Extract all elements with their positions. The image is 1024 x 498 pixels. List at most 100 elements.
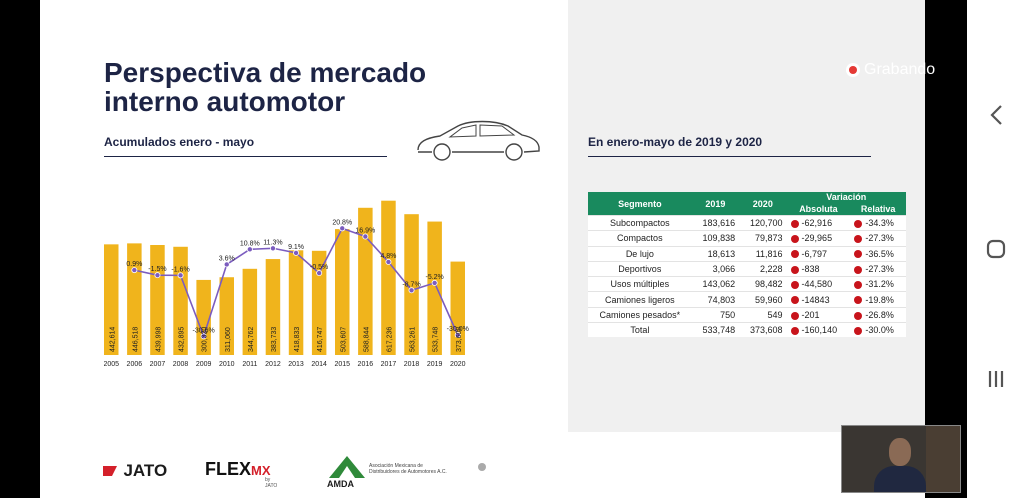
- cell-absoluta: -14843: [786, 291, 851, 308]
- growth-point: [131, 267, 138, 274]
- cell-2019: 74,803: [691, 291, 740, 308]
- webcam-feed[interactable]: [841, 425, 961, 493]
- growth-point: [454, 331, 461, 338]
- growth-label: 20.8%: [332, 219, 352, 226]
- negative-dot-icon: [854, 235, 863, 244]
- cell-2019: 183,616: [691, 214, 740, 231]
- bar-value-label: 446,518: [132, 327, 139, 352]
- year-tick-label: 2008: [173, 361, 189, 368]
- cell-absoluta: -62,916: [786, 214, 851, 231]
- year-tick-label: 2007: [150, 361, 166, 368]
- jato-logo: JATO: [103, 461, 167, 481]
- segment-table: Segmento 2019 2020 Variación Absoluta Re…: [588, 192, 906, 338]
- bar: [381, 200, 396, 355]
- right-divider: [588, 156, 871, 157]
- bar: [150, 245, 165, 355]
- growth-point: [431, 279, 438, 286]
- negative-dot-icon: [790, 265, 799, 274]
- bar-value-label: 617,236: [386, 327, 393, 352]
- bar-value-label: 311,060: [225, 327, 232, 352]
- cell-segmento: Subcompactos: [588, 214, 692, 231]
- bar: [242, 268, 258, 355]
- negative-dot-icon: [854, 296, 863, 305]
- growth-point: [200, 333, 207, 340]
- home-button[interactable]: [967, 238, 1024, 266]
- growth-point: [177, 272, 184, 279]
- bar: [311, 250, 327, 355]
- growth-label: 16.9%: [355, 228, 375, 235]
- bar: [265, 259, 281, 355]
- cell-segmento: Total: [588, 322, 692, 338]
- bar-value-label: 300,320: [202, 327, 209, 352]
- year-tick-label: 2018: [404, 361, 420, 368]
- growth-label: 9.1%: [288, 244, 304, 251]
- bar-value-label: 373,608: [456, 327, 463, 352]
- table-row: Usos múltiples 143,062 98,482 -44,580 -31.2%: [588, 276, 906, 292]
- slide-title: Perspectiva de mercado interno automotor: [104, 57, 427, 117]
- cell-relativa: -19.8%: [850, 291, 906, 308]
- three-bars-icon: [988, 371, 1003, 387]
- bar-value-label: 588,844: [363, 327, 370, 352]
- cell-segmento: Compactos: [588, 230, 692, 247]
- year-tick-label: 2017: [381, 361, 397, 368]
- bar-value-label: 503,607: [340, 327, 347, 352]
- bar: [219, 277, 234, 355]
- cell-absoluta: -6,797: [786, 245, 851, 262]
- flexmx-logo: FLEXMX by JATO: [205, 459, 278, 489]
- growth-label: -30.0%: [447, 326, 469, 333]
- growth-point: [385, 258, 392, 265]
- cell-2020: 79,873: [739, 230, 787, 247]
- bar: [196, 279, 211, 355]
- growth-label: -1.5%: [148, 266, 166, 273]
- cell-segmento: Camiones pesados*: [588, 306, 692, 323]
- negative-dot-icon: [854, 326, 863, 335]
- year-tick-label: 2014: [311, 361, 327, 368]
- bar: [104, 244, 119, 355]
- growth-point: [246, 246, 253, 253]
- growth-point: [293, 249, 300, 256]
- growth-point: [316, 270, 323, 277]
- bar-value-label: 432,895: [179, 327, 186, 352]
- negative-dot-icon: [790, 250, 799, 259]
- table-row: Camiones ligeros 74,803 59,960 -14843 -19.8%: [588, 291, 906, 308]
- cell-relativa: -31.2%: [850, 276, 906, 292]
- table-row: Compactos 109,838 79,873 -29,965 -27.3%: [588, 230, 906, 247]
- cell-2019: 3,066: [691, 260, 740, 277]
- table-row: Subcompactos 183,616 120,700 -62,916 -34.3%: [588, 214, 906, 231]
- negative-dot-icon: [854, 311, 863, 320]
- android-nav-bar: [967, 0, 1024, 498]
- cell-2020: 373,608: [739, 322, 787, 338]
- left-divider: [104, 156, 387, 157]
- cell-2019: 18,613: [691, 245, 740, 262]
- back-button[interactable]: [967, 104, 1024, 133]
- bar: [404, 214, 419, 355]
- growth-point: [362, 233, 369, 240]
- negative-dot-icon: [790, 296, 799, 305]
- car-icon: [417, 120, 540, 161]
- cell-2020: 98,482: [739, 276, 787, 292]
- bar-value-label: 383,733: [271, 327, 278, 352]
- negative-dot-icon: [790, 326, 799, 335]
- cell-2019: 143,062: [691, 276, 740, 292]
- cell-2019: 533,748: [691, 322, 740, 338]
- recents-button[interactable]: [967, 368, 1024, 396]
- growth-point: [269, 245, 276, 252]
- cell-2020: 549: [739, 306, 787, 323]
- growth-label: -8.7%: [402, 281, 420, 288]
- growth-label: 10.8%: [240, 240, 260, 247]
- recording-indicator: Grabando: [846, 61, 935, 79]
- cell-2020: 11,816: [739, 245, 787, 262]
- year-tick-label: 2010: [219, 361, 235, 368]
- cell-2019: 750: [691, 306, 740, 323]
- speaker-body: [874, 466, 926, 492]
- year-tick-label: 2013: [288, 361, 304, 368]
- bar: [450, 261, 465, 355]
- bar-value-label: 418,833: [294, 327, 301, 352]
- negative-dot-icon: [854, 280, 863, 289]
- presentation-slide: Perspectiva de mercado interno automotor…: [40, 0, 925, 498]
- bar: [358, 207, 373, 355]
- cell-relativa: -34.3%: [850, 214, 906, 231]
- year-tick-label: 2006: [127, 361, 143, 368]
- year-tick-label: 2011: [242, 361, 257, 368]
- cell-2020: 2,228: [739, 260, 787, 277]
